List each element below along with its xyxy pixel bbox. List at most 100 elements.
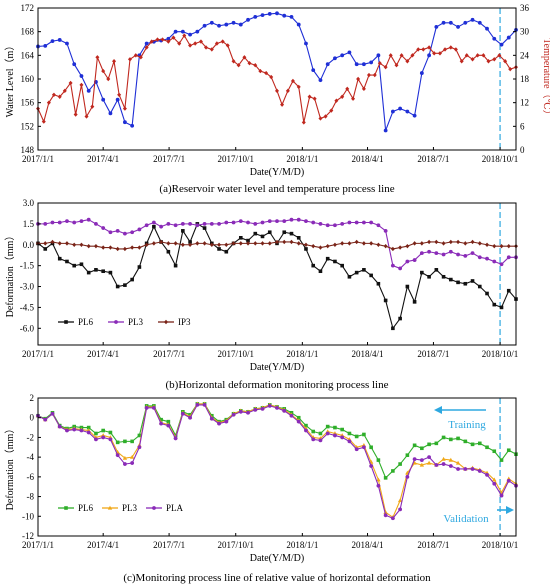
data-point xyxy=(101,435,106,440)
data-point xyxy=(448,239,453,245)
x-tick-label: 2018/10/1 xyxy=(482,349,519,359)
data-point xyxy=(426,460,432,465)
data-point xyxy=(209,416,214,421)
data-point xyxy=(108,111,113,116)
data-point xyxy=(188,221,192,226)
y-right-tick-label: 6 xyxy=(520,121,525,131)
data-point xyxy=(303,242,308,247)
data-point xyxy=(209,20,214,25)
data-point xyxy=(246,410,250,415)
data-point xyxy=(318,245,323,250)
data-point xyxy=(108,430,113,435)
data-point xyxy=(463,467,468,471)
data-point xyxy=(470,279,475,283)
data-point xyxy=(369,273,373,278)
data-point xyxy=(65,259,69,264)
data-point xyxy=(311,429,316,434)
y-tick-label: 0.0 xyxy=(23,240,35,250)
data-point xyxy=(383,476,388,480)
data-point xyxy=(434,268,439,272)
data-point xyxy=(65,41,69,46)
data-point xyxy=(405,474,410,479)
data-point xyxy=(347,274,352,279)
legend-marker xyxy=(152,506,156,510)
data-point xyxy=(57,424,62,429)
y-tick-label: -10 xyxy=(22,511,34,521)
data-point xyxy=(188,32,192,37)
data-point xyxy=(202,221,207,226)
data-point xyxy=(50,220,55,225)
data-point xyxy=(173,263,178,268)
data-point xyxy=(398,245,403,250)
data-point xyxy=(72,242,77,247)
x-tick-label: 2017/7/1 xyxy=(153,349,185,359)
data-point xyxy=(57,38,62,42)
data-point xyxy=(376,458,381,462)
data-point xyxy=(463,281,468,286)
data-point xyxy=(275,88,279,94)
data-point xyxy=(412,457,417,462)
x-tick-label: 2017/1/1 xyxy=(22,154,54,164)
data-point xyxy=(311,68,316,73)
data-point xyxy=(220,39,225,44)
data-point xyxy=(72,220,77,225)
data-point xyxy=(448,464,453,468)
x-tick-label: 2017/1/1 xyxy=(22,540,54,550)
data-point xyxy=(333,425,337,430)
data-point xyxy=(354,434,359,439)
y-tick-label: -3.0 xyxy=(20,282,35,292)
data-point xyxy=(159,239,164,245)
data-point xyxy=(427,455,431,460)
data-point xyxy=(463,20,468,25)
data-point xyxy=(231,241,236,246)
data-point xyxy=(225,43,230,48)
data-point xyxy=(258,68,263,74)
x-tick-label: 2017/1/1 xyxy=(22,349,54,359)
y-tick-label: 152 xyxy=(21,121,35,131)
data-point xyxy=(405,284,410,289)
data-point xyxy=(347,220,352,225)
data-point xyxy=(456,239,461,245)
data-point xyxy=(362,268,366,272)
data-point xyxy=(296,22,301,27)
y-tick-label: -4.5 xyxy=(20,302,35,312)
data-point xyxy=(477,20,482,25)
data-point xyxy=(362,62,366,67)
training-arrow-head xyxy=(434,406,442,414)
data-point xyxy=(43,241,48,246)
y-right-tick-label: 18 xyxy=(520,74,530,84)
data-point xyxy=(188,240,192,244)
data-point xyxy=(463,241,468,246)
data-point xyxy=(108,437,113,442)
data-point xyxy=(115,97,120,102)
y-tick-label: -6 xyxy=(27,472,35,482)
data-point xyxy=(503,59,508,64)
data-point xyxy=(419,462,425,467)
data-point xyxy=(122,106,127,111)
data-point xyxy=(333,223,337,228)
data-point xyxy=(214,41,219,46)
data-point xyxy=(41,119,46,124)
data-point xyxy=(311,220,316,225)
data-point xyxy=(477,469,482,473)
training-annotation: Training xyxy=(434,406,486,431)
data-point xyxy=(464,53,469,58)
data-point xyxy=(334,98,339,103)
data-point xyxy=(224,249,229,254)
data-point xyxy=(345,86,350,92)
data-point xyxy=(356,76,361,82)
data-point xyxy=(267,403,272,408)
data-point xyxy=(193,41,198,46)
data-point xyxy=(57,94,62,99)
data-point xyxy=(181,229,185,233)
data-point xyxy=(282,239,287,245)
data-point xyxy=(267,219,272,223)
data-point xyxy=(180,411,185,416)
validation-annotation: Validation xyxy=(443,506,514,525)
data-point xyxy=(117,92,122,97)
data-point xyxy=(390,246,395,252)
data-point xyxy=(130,245,135,250)
data-point xyxy=(112,59,117,64)
data-point xyxy=(264,70,269,76)
data-point xyxy=(198,39,203,44)
